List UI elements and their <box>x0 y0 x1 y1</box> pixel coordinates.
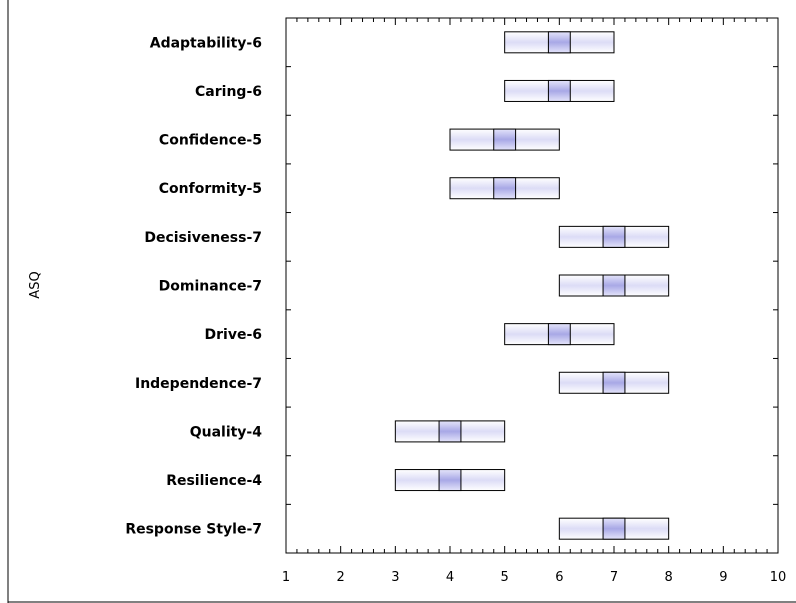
x-tick-label: 4 <box>446 570 454 585</box>
category-label: Confidence-5 <box>159 133 262 149</box>
box-center <box>547 79 571 102</box>
box-6 <box>504 323 615 346</box>
box-center <box>602 371 626 394</box>
plot-border <box>285 17 779 554</box>
box-center <box>602 517 626 540</box>
category-label: Adaptability-6 <box>150 35 262 51</box>
category-label: Dominance-7 <box>159 279 262 295</box>
boxes <box>394 31 670 540</box>
box-3 <box>449 177 560 200</box>
box-7 <box>558 371 670 394</box>
category-label: Independence-7 <box>135 376 262 392</box>
box-1 <box>504 79 615 102</box>
category-label: Caring-6 <box>195 84 262 100</box>
box-center <box>602 274 626 297</box>
box-0 <box>504 31 615 54</box>
category-label: Response Style-7 <box>125 522 262 538</box>
box-2 <box>449 128 560 151</box>
plot-area <box>285 17 779 554</box>
x-tick-label: 3 <box>391 570 399 585</box>
category-label: Resilience-4 <box>166 473 262 489</box>
box-center <box>547 323 571 346</box>
box-4 <box>558 225 670 248</box>
box-center <box>602 225 626 248</box>
category-labels: Adaptability-6 Caring-6 Confidence-5 Confor… <box>125 35 778 538</box>
x-tick-label: 10 <box>770 570 787 585</box>
category-label: Drive-6 <box>205 327 263 343</box>
category-label: Conformity-5 <box>159 181 262 197</box>
x-tick-label: 9 <box>719 570 727 585</box>
box-center <box>493 128 517 151</box>
box-center <box>547 31 571 54</box>
category-label: Decisiveness-7 <box>144 230 262 246</box>
box-9 <box>394 469 506 492</box>
box-10 <box>558 517 670 540</box>
category-label: Quality-4 <box>190 424 263 440</box>
x-tick-label: 7 <box>610 570 618 585</box>
x-tick-label: 6 <box>555 570 563 585</box>
x-tick-label: 5 <box>501 570 509 585</box>
box-5 <box>558 274 670 297</box>
x-tick-label: 8 <box>665 570 673 585</box>
frame <box>7 0 796 603</box>
x-tick-label: 2 <box>337 570 345 585</box>
x-tick-label: 1 <box>282 570 290 585</box>
box-center <box>493 177 517 200</box>
box-center <box>438 420 462 443</box>
box-8 <box>394 420 506 443</box>
box-center <box>438 469 462 492</box>
y-axis-title: ASQ <box>28 271 43 298</box>
x-axis: 1 2 3 4 5 6 7 8 9 10 <box>282 18 786 585</box>
